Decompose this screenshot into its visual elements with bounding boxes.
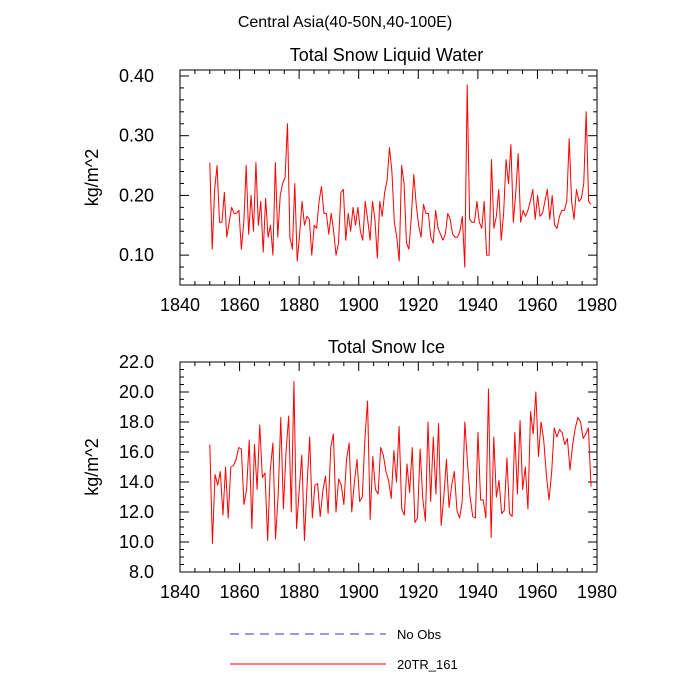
x-tick-label: 1940	[458, 582, 498, 602]
y-tick-label: 10.0	[119, 532, 154, 552]
series-line-20tr-161	[209, 381, 592, 544]
x-tick-label: 1920	[398, 582, 438, 602]
y-tick-label: 14.0	[119, 472, 154, 492]
x-tick-label: 1920	[398, 295, 438, 315]
x-tick-label: 1880	[279, 582, 319, 602]
x-tick-label: 1840	[160, 582, 200, 602]
x-tick-label: 1980	[577, 582, 617, 602]
panel-total-snow-liquid-water: Total Snow Liquid Water 1840 1860 1880 1900 1…	[82, 45, 617, 315]
x-tick-label: 1880	[279, 295, 319, 315]
x-tick-label: 1860	[220, 295, 260, 315]
x-tick-label: 1840	[160, 295, 200, 315]
y-tick-label: 8.0	[129, 562, 154, 582]
figure-title: Central Asia(40-50N,40-100E)	[238, 14, 452, 31]
x-tick-label: 1940	[458, 295, 498, 315]
y-tick-label: 16.0	[119, 442, 154, 462]
y-tick-label: 0.10	[119, 245, 154, 265]
chart-title-total-snow-liquid-water: Total Snow Liquid Water	[290, 45, 483, 65]
y-tick-label: 12.0	[119, 502, 154, 522]
plot-frame	[179, 69, 598, 286]
y-tick-label: 0.40	[119, 66, 154, 86]
legend: No Obs 20TR_161	[230, 627, 458, 672]
panel-total-snow-ice: Total Snow Ice 1840 1860 1880 1900 1920 1940 19…	[82, 337, 617, 602]
y-tick-label: 20.0	[119, 382, 154, 402]
chart-title-total-snow-ice: Total Snow Ice	[328, 337, 445, 357]
y-tick-label: 18.0	[119, 412, 154, 432]
y-tick-label: 0.20	[119, 185, 154, 205]
y-axis-label: kg/m^2	[82, 149, 102, 206]
x-tick-label: 1960	[517, 582, 557, 602]
x-tick-label: 1860	[220, 582, 260, 602]
legend-label-no-obs: No Obs	[397, 627, 442, 642]
x-tick-label: 1960	[517, 295, 557, 315]
x-tick-label: 1900	[339, 295, 379, 315]
y-tick-label: 22.0	[119, 352, 154, 372]
series-line-20tr-161	[209, 84, 592, 268]
y-tick-label: 0.30	[119, 126, 154, 146]
y-axis-label: kg/m^2	[82, 438, 102, 495]
x-tick-label: 1900	[339, 582, 379, 602]
x-tick-label: 1980	[577, 295, 617, 315]
legend-label-20tr-161: 20TR_161	[397, 657, 458, 672]
